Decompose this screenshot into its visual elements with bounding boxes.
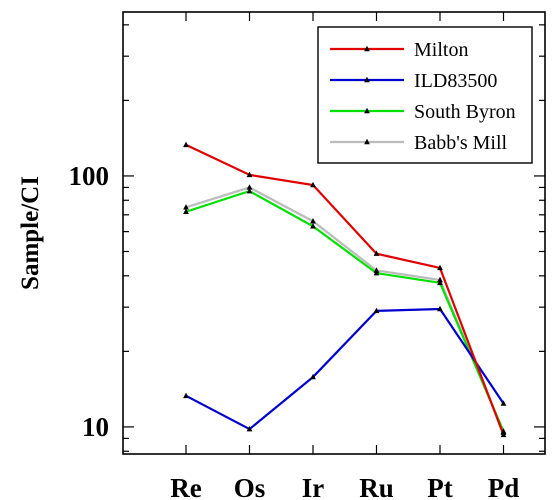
data-point: [437, 276, 443, 283]
legend-label: ILD83500: [414, 70, 497, 92]
y-axis: 10 100: [69, 24, 545, 452]
data-point: [373, 250, 380, 256]
data-point: [310, 223, 316, 229]
data-point: [246, 187, 253, 194]
series-2: [185, 189, 505, 432]
data-point: [437, 279, 443, 286]
series-line: [185, 189, 505, 432]
data-point: [364, 138, 370, 145]
data-point: [310, 373, 316, 380]
legend-label: South Byron: [414, 101, 516, 123]
data-point: [310, 218, 316, 224]
data-point: [373, 269, 380, 276]
data-point: [183, 208, 189, 214]
series-layer: [183, 141, 507, 438]
data-point: [437, 264, 443, 271]
x-tick-label: Re: [170, 473, 201, 500]
data-point: [500, 400, 507, 406]
x-tick-label: Ru: [359, 473, 394, 500]
x-tick-label: Os: [234, 473, 266, 500]
data-point: [246, 425, 253, 432]
series-1: [185, 307, 505, 431]
x-tick-label: Ir: [302, 473, 325, 500]
series-0: [185, 143, 505, 436]
legend-label: Milton: [414, 39, 468, 61]
data-point: [500, 428, 507, 434]
data-point: [437, 305, 443, 312]
data-point: [310, 181, 316, 188]
plot-frame: [122, 11, 546, 455]
data-point: [183, 204, 189, 210]
data-point: [364, 45, 370, 52]
y-axis-label: Sample/CI: [17, 176, 44, 290]
data-point: [246, 184, 253, 190]
data-point: [183, 141, 189, 148]
x-tick-label: Pt: [427, 473, 452, 500]
data-point: [373, 307, 380, 314]
x-tick-label: Pd: [488, 473, 520, 500]
data-point: [246, 171, 253, 178]
legend: Milton ILD83500 South Byron Babb's Mill: [317, 26, 533, 164]
series-line: [185, 143, 505, 436]
data-point: [364, 107, 370, 114]
data-point: [364, 76, 370, 83]
series-line: [185, 307, 505, 431]
y-tick-label: 10: [82, 412, 109, 442]
y-tick-label: 100: [69, 161, 110, 191]
x-axis: Re Os Ir Ru Pt Pd: [170, 12, 519, 500]
data-point: [183, 392, 189, 399]
data-point: [500, 431, 507, 438]
legend-label: Babb's Mill: [414, 132, 508, 154]
